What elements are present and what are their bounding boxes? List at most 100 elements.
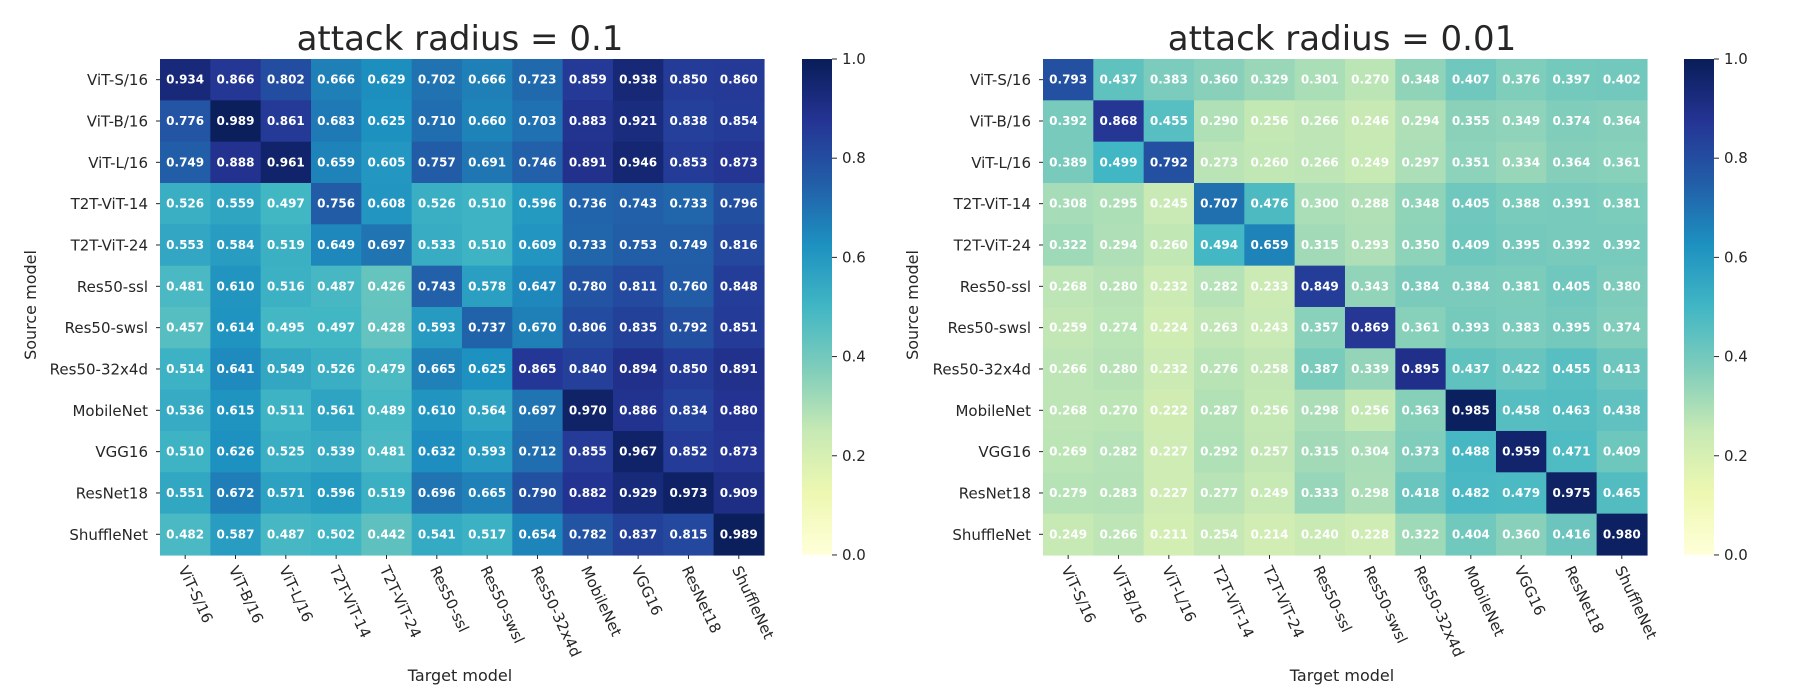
heatmap-cell: [310, 100, 362, 143]
cell-value-label: 0.442: [368, 527, 406, 541]
heatmap-cell: [663, 182, 715, 225]
heatmap-cell: [612, 389, 664, 432]
heatmap-cell: [1596, 182, 1648, 225]
heatmap-cell: [1043, 389, 1094, 432]
cell-value-label: 0.256: [1250, 403, 1288, 417]
cell-value-label: 0.471: [1552, 445, 1590, 459]
chart-title: attack radius = 0.01: [1168, 19, 1516, 59]
cell-value-label: 0.268: [1049, 279, 1087, 293]
x-tick-label: ViT-L/16: [1158, 563, 1200, 625]
x-tick-label: ViT-S/16: [1058, 563, 1100, 626]
cell-value-label: 0.290: [1200, 114, 1238, 128]
heatmap-cell: [562, 141, 614, 184]
heatmap-cell: [612, 224, 664, 267]
cell-value-label: 0.465: [1603, 486, 1641, 500]
heatmap-cell: [1143, 430, 1195, 473]
y-tick-label: Res50-ssl: [960, 278, 1031, 296]
cell-value-label: 0.495: [267, 321, 305, 335]
heatmap-cell: [1143, 224, 1195, 267]
heatmap-cell: [160, 389, 211, 432]
heatmap-cell: [562, 265, 614, 308]
heatmap-cell: [361, 513, 413, 556]
heatmap-cell: [361, 59, 413, 101]
heatmap-cell: [612, 182, 664, 225]
cell-value-label: 0.723: [518, 73, 556, 87]
cell-value-label: 0.376: [1502, 73, 1540, 87]
cell-value-label: 0.283: [1100, 486, 1138, 500]
heatmap-cell: [310, 348, 362, 391]
x-tick-label: ShuffleNet: [728, 563, 778, 642]
heatmap-cell: [512, 348, 564, 391]
x-tick-label: T2T-ViT-24: [1258, 562, 1307, 641]
cell-value-label: 0.895: [1401, 362, 1439, 376]
cell-value-label: 0.660: [468, 114, 506, 128]
cell-value-label: 0.697: [368, 238, 406, 252]
cell-value-label: 0.605: [368, 155, 406, 169]
cell-value-label: 0.409: [1603, 445, 1641, 459]
heatmap-cell: [1445, 348, 1497, 391]
cell-value-label: 0.258: [1250, 362, 1288, 376]
cell-value-label: 0.222: [1150, 403, 1188, 417]
heatmap-cell: [1445, 265, 1497, 308]
y-tick-label: ShuffleNet: [69, 526, 148, 544]
heatmap-cell: [260, 265, 312, 308]
cell-value-label: 0.259: [1049, 321, 1087, 335]
y-tick-label: MobileNet: [955, 402, 1031, 420]
heatmap-cell: [1244, 265, 1296, 308]
heatmap-cell: [1244, 430, 1296, 473]
heatmap-cell: [1043, 513, 1094, 556]
cell-value-label: 0.886: [619, 403, 657, 417]
heatmap-cell: [461, 348, 513, 391]
cell-value-label: 0.883: [569, 114, 607, 128]
heatmap-cell: [1344, 306, 1396, 349]
cell-value-label: 0.333: [1301, 486, 1339, 500]
cell-value-label: 0.349: [1502, 114, 1540, 128]
heatmap-cell: [512, 513, 564, 556]
heatmap-cell: [1193, 224, 1245, 267]
heatmap-cell: [1093, 513, 1145, 556]
heatmap-cell: [713, 472, 765, 515]
heatmap-cell: [512, 472, 564, 515]
heatmap-cell: [260, 59, 312, 101]
cell-value-label: 0.596: [518, 197, 556, 211]
cell-value-label: 0.364: [1603, 114, 1641, 128]
heatmap-cell: [713, 224, 765, 267]
heatmap-cell: [260, 100, 312, 143]
cell-value-label: 0.405: [1452, 197, 1490, 211]
heatmap-cell: [1596, 306, 1648, 349]
cell-value-label: 0.211: [1150, 527, 1188, 541]
heatmap-cell: [310, 224, 362, 267]
cell-value-label: 0.666: [317, 73, 355, 87]
heatmap-cell: [713, 141, 765, 184]
heatmap-cell: [361, 182, 413, 225]
cell-value-label: 0.489: [368, 403, 406, 417]
heatmap-cell: [1043, 265, 1094, 308]
heatmap-cell: [1093, 348, 1145, 391]
cell-value-label: 0.757: [418, 155, 456, 169]
cell-value-label: 0.499: [1100, 155, 1138, 169]
cell-value-label: 0.329: [1250, 73, 1288, 87]
heatmap-cell: [1344, 472, 1396, 515]
y-tick-label: Res50-swsl: [65, 319, 148, 337]
y-tick-label: ViT-B/16: [970, 113, 1031, 131]
heatmap-cell: [1395, 141, 1447, 184]
cell-value-label: 0.381: [1502, 279, 1540, 293]
cell-value-label: 0.561: [317, 403, 355, 417]
cell-value-label: 0.355: [1452, 114, 1490, 128]
x-axis-label: Target model: [407, 666, 512, 685]
heatmap-cell: [1193, 430, 1245, 473]
y-tick-label: T2T-ViT-14: [70, 195, 148, 213]
cell-value-label: 0.463: [1552, 403, 1590, 417]
heatmap-cell: [663, 430, 715, 473]
heatmap-cell: [461, 389, 513, 432]
heatmap-cell: [1043, 224, 1094, 267]
cell-value-label: 0.397: [1552, 73, 1590, 87]
cell-value-label: 0.322: [1401, 527, 1439, 541]
cell-value-label: 0.946: [619, 155, 657, 169]
x-tick-label: T2T-ViT-14: [325, 562, 374, 641]
heatmap-cell: [411, 306, 463, 349]
cell-value-label: 0.510: [468, 197, 506, 211]
heatmap-cell: [562, 182, 614, 225]
cell-value-label: 0.811: [619, 279, 657, 293]
heatmap-cell: [1546, 224, 1598, 267]
